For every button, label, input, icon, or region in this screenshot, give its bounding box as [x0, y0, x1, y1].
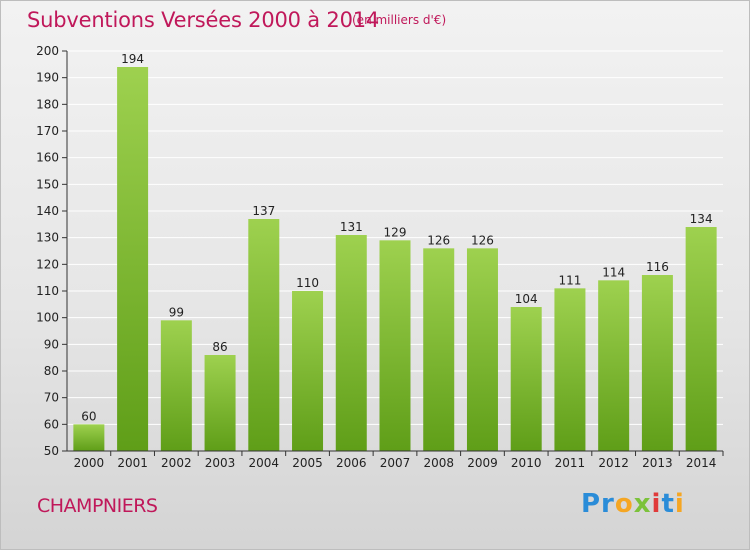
x-tick-label: 2009 — [467, 456, 498, 470]
bar-2003 — [204, 355, 236, 451]
chart-subtitle: (en milliers d'€) — [352, 13, 447, 27]
x-tick-label: 2000 — [74, 456, 105, 470]
y-tick-label: 150 — [36, 177, 59, 191]
x-tick-label: 2010 — [511, 456, 542, 470]
x-tick-label: 2014 — [686, 456, 717, 470]
value-labels: 60 194 99 86 137 110 131 129 126 126 104 111 114 116 1… — [81, 52, 712, 423]
x-tick-label: 2012 — [598, 456, 629, 470]
y-tick-label: 180 — [36, 97, 59, 111]
y-tick-label: 70 — [44, 391, 59, 405]
y-tick-label: 60 — [44, 417, 59, 431]
y-tick-label: 130 — [36, 231, 59, 245]
bar-2014 — [685, 227, 717, 451]
x-tick-label: 2005 — [292, 456, 323, 470]
value-label: 111 — [558, 273, 581, 287]
bar-2006 — [335, 235, 367, 451]
x-tick-label: 2004 — [249, 456, 280, 470]
value-label: 126 — [427, 233, 450, 247]
x-tick-label: 2008 — [423, 456, 454, 470]
y-tick-label: 190 — [36, 71, 59, 85]
y-tick-label: 110 — [36, 284, 59, 298]
value-label: 129 — [384, 225, 407, 239]
axes: 50 60 70 80 90 100 110 120 130 140 150 160 170 180 190… — [36, 44, 724, 470]
y-tick-label: 90 — [44, 337, 59, 351]
bar-2012 — [598, 280, 630, 451]
y-tick-label: 120 — [36, 257, 59, 271]
value-label: 116 — [646, 260, 669, 274]
bar-2002 — [160, 320, 192, 451]
value-label: 104 — [515, 292, 538, 306]
value-label: 134 — [690, 212, 713, 226]
place-name: CHAMPNIERS — [37, 495, 158, 517]
bar-2010 — [510, 307, 542, 451]
bar-2008 — [423, 248, 455, 451]
y-tick-label: 80 — [44, 364, 59, 378]
chart-title: Subventions Versées 2000 à 2014 — [27, 8, 380, 32]
bar-2004 — [248, 219, 280, 451]
x-tick-label: 2003 — [205, 456, 236, 470]
bar-2013 — [641, 275, 673, 451]
x-tick-label: 2011 — [555, 456, 586, 470]
bar-2001 — [117, 67, 149, 451]
value-label: 99 — [169, 305, 184, 319]
y-tick-label: 170 — [36, 124, 59, 138]
bar-2000 — [73, 424, 105, 451]
bar-2005 — [292, 291, 324, 451]
value-label: 110 — [296, 276, 319, 290]
value-label: 114 — [602, 265, 625, 279]
y-tick-label: 50 — [44, 444, 59, 458]
bar-2011 — [554, 288, 586, 451]
y-tick-label: 200 — [36, 44, 59, 58]
value-label: 137 — [252, 204, 275, 218]
y-tick-label: 100 — [36, 311, 59, 325]
proxiti-logo[interactable]: Proxiti — [581, 489, 685, 519]
x-tick-label: 2006 — [336, 456, 367, 470]
value-label: 60 — [81, 409, 96, 423]
value-label: 194 — [121, 52, 144, 66]
value-label: 126 — [471, 233, 494, 247]
bars — [73, 67, 717, 451]
x-tick-label: 2007 — [380, 456, 411, 470]
x-tick-label: 2001 — [117, 456, 148, 470]
value-label: 131 — [340, 220, 363, 234]
y-tick-label: 160 — [36, 151, 59, 165]
x-tick-label: 2002 — [161, 456, 192, 470]
bar-2007 — [379, 240, 411, 451]
bar-2009 — [466, 248, 498, 451]
value-label: 86 — [212, 340, 227, 354]
x-tick-label: 2013 — [642, 456, 673, 470]
y-tick-label: 140 — [36, 204, 59, 218]
